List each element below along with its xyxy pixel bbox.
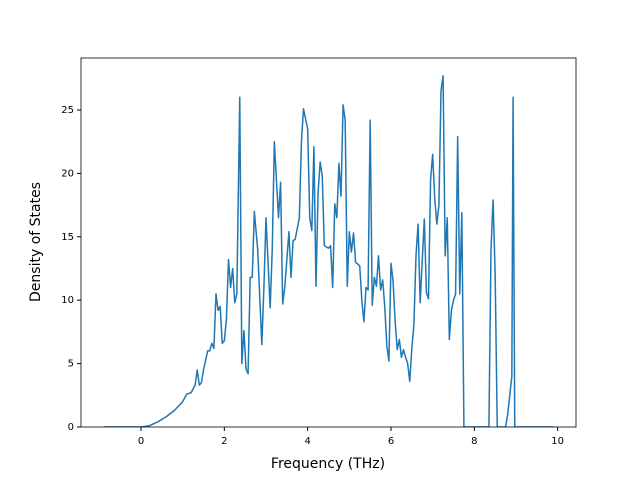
x-axis-label: Frequency (THz)	[271, 456, 385, 472]
y-tick-label: 20	[61, 168, 74, 179]
x-tick-label: 4	[304, 436, 310, 447]
line	[103, 75, 554, 427]
plot-frame	[80, 57, 577, 428]
x-tick-label: 2	[221, 436, 227, 447]
x-tick-label: 0	[138, 436, 144, 447]
y-tick-label: 5	[68, 359, 74, 370]
x-tick-label: 10	[551, 436, 564, 447]
y-axis-label: Density of States	[28, 182, 44, 302]
y-tick-label: 25	[61, 105, 74, 116]
y-tick-label: 0	[68, 422, 74, 433]
x-tick-label: 6	[388, 436, 394, 447]
y-tick-label: 15	[61, 232, 74, 243]
y-tick-label: 10	[61, 295, 74, 306]
x-tick-label: 8	[471, 436, 477, 447]
